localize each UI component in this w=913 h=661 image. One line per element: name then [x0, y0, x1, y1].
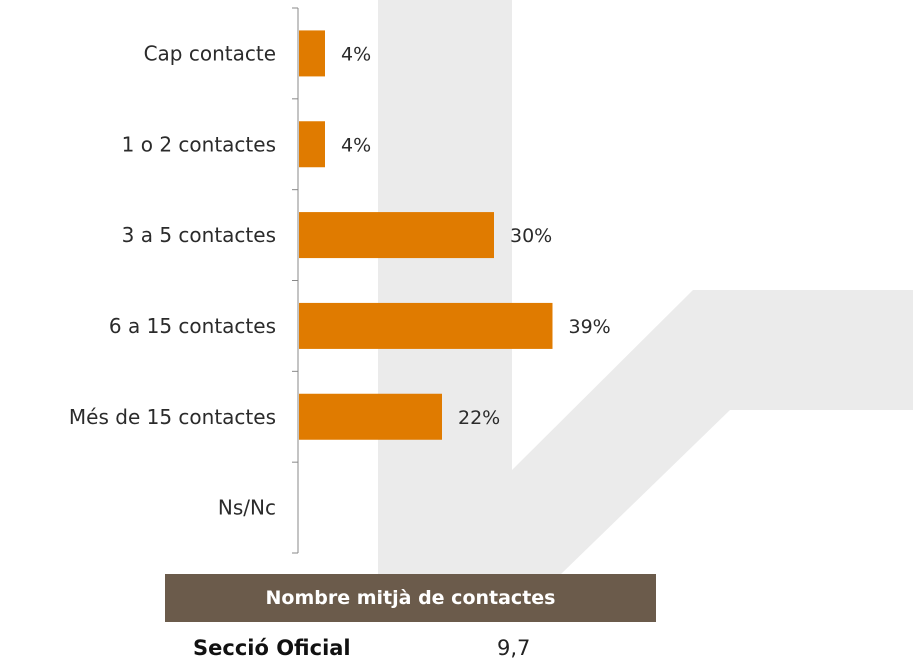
bar: [299, 30, 325, 77]
category-label: 1 o 2 contactes: [122, 132, 276, 156]
swoosh-shape: [378, 0, 913, 575]
category-label: 3 a 5 contactes: [122, 223, 276, 247]
bar: [299, 302, 553, 349]
chart-bars-group: [299, 30, 553, 440]
bar: [299, 212, 494, 259]
bar-value-label: 30%: [510, 225, 552, 247]
summary-header-text: Nombre mitjà de contactes: [265, 587, 556, 609]
summary-row-value: 9,7: [497, 636, 531, 660]
bar-value-label: 4%: [341, 43, 371, 65]
chart-axis-group: [292, 7, 299, 554]
bar: [299, 121, 325, 168]
category-label: Més de 15 contactes: [69, 405, 276, 429]
bar-value-label: 4%: [341, 134, 371, 156]
summary-header: Nombre mitjà de contactes: [165, 574, 656, 622]
horizontal-bar-chart: Cap contacte 4% 1 o 2 contactes 4% 3 a 5 con…: [69, 7, 611, 554]
chart-labels-group: Cap contacte 4% 1 o 2 contactes 4% 3 a 5 con…: [69, 41, 611, 519]
bar: [299, 393, 442, 440]
category-label: Cap contacte: [144, 41, 276, 65]
summary-row-label: Secció Oficial: [193, 636, 351, 660]
bar-value-label: 39%: [569, 316, 611, 338]
category-label: 6 a 15 contactes: [109, 314, 276, 338]
category-label: Ns/Nc: [218, 496, 276, 520]
bar-value-label: 22%: [458, 407, 500, 429]
